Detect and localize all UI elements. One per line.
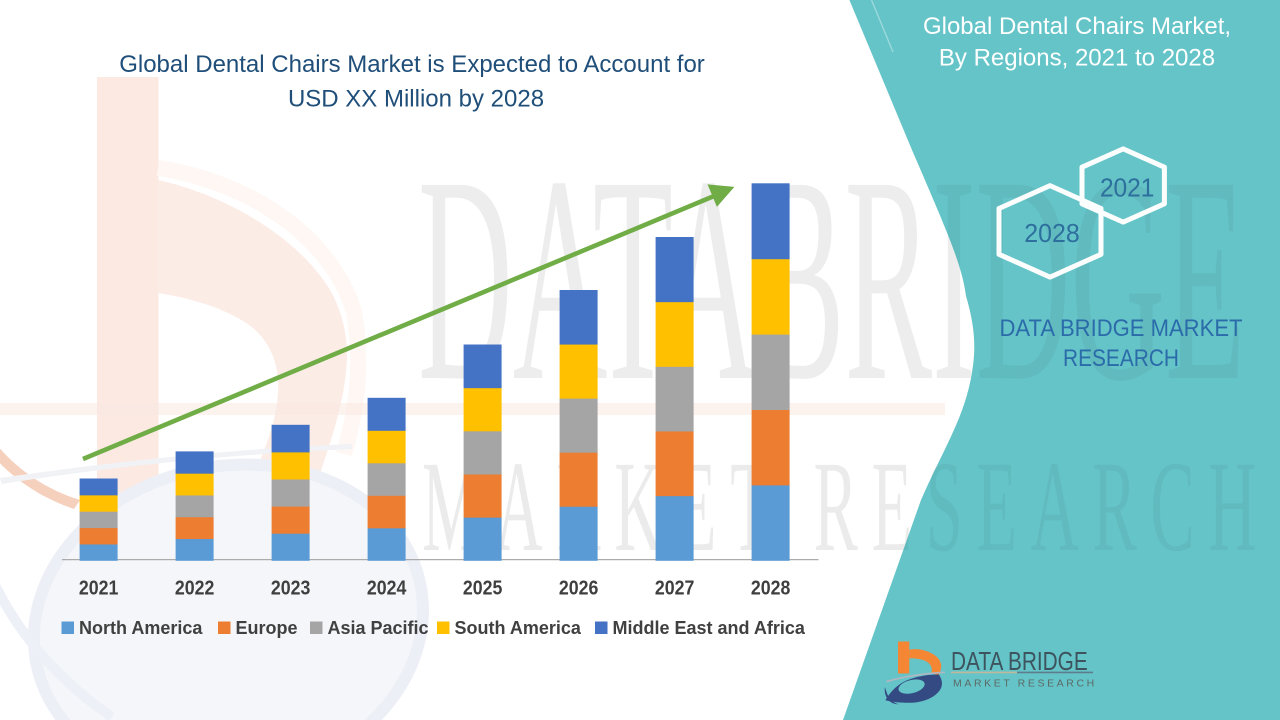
svg-text:2022: 2022: [175, 578, 215, 600]
svg-text:2026: 2026: [559, 578, 599, 600]
svg-text:DATA BRIDGE MARKET: DATA BRIDGE MARKET: [1000, 315, 1243, 342]
svg-text:MARKET RESEARCH: MARKET RESEARCH: [953, 677, 1097, 689]
svg-text:North America: North America: [79, 618, 203, 638]
svg-text:Global Dental Chairs Market is: Global Dental Chairs Market is Expected …: [119, 51, 705, 78]
svg-text:South America: South America: [455, 618, 582, 638]
svg-text:Global Dental Chairs Market,: Global Dental Chairs Market,: [923, 13, 1231, 40]
svg-text:Middle East and Africa: Middle East and Africa: [613, 618, 806, 638]
svg-text:2027: 2027: [655, 578, 695, 600]
svg-text:RESEARCH: RESEARCH: [1063, 345, 1179, 372]
svg-text:2021: 2021: [1100, 173, 1155, 203]
svg-text:2023: 2023: [271, 578, 311, 600]
svg-text:2025: 2025: [463, 578, 503, 600]
svg-text:DATA BRIDGE: DATA BRIDGE: [951, 647, 1088, 676]
svg-text:2021: 2021: [79, 578, 119, 600]
svg-text:2024: 2024: [367, 578, 407, 600]
svg-text:By Regions, 2021 to 2028: By Regions, 2021 to 2028: [939, 45, 1215, 72]
svg-text:2028: 2028: [751, 578, 791, 600]
svg-text:Europe: Europe: [236, 618, 298, 638]
svg-text:USD XX Million by 2028: USD XX Million by 2028: [288, 86, 544, 113]
svg-text:Asia Pacific: Asia Pacific: [328, 618, 429, 638]
svg-text:2028: 2028: [1024, 218, 1080, 248]
